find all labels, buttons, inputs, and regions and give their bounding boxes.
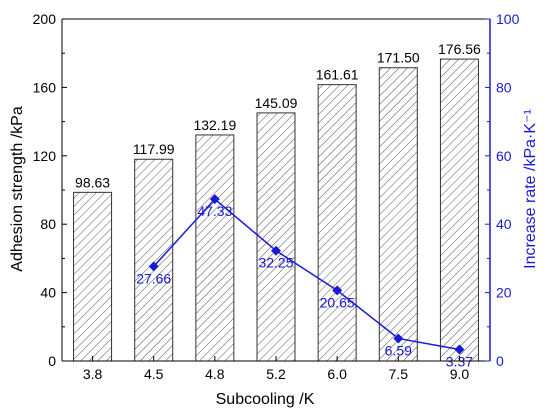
bar-label-3.8: 98.63	[75, 174, 110, 190]
bar-label-4.8: 132.19	[193, 117, 236, 133]
bar-label-7.5: 171.50	[377, 50, 420, 66]
x-tick-label-5.2: 5.2	[266, 366, 286, 382]
bar-label-9.0: 176.56	[438, 41, 481, 57]
bar-7.5	[378, 67, 418, 362]
bar-4.8	[195, 134, 235, 362]
x-tick-label-9.0: 9.0	[450, 366, 470, 382]
y-right-tick-label-20: 20	[496, 285, 512, 301]
y-left-tick-label-40: 40	[40, 285, 56, 301]
bar-label-6.0: 161.61	[316, 67, 359, 83]
bar-label-4.5: 117.99	[133, 141, 175, 157]
line-marker-7.5	[393, 333, 404, 344]
bar-4.5	[134, 158, 174, 362]
bar-9.0	[439, 58, 479, 362]
y-right-tick-label-60: 60	[496, 148, 512, 164]
x-tick-label-7.5: 7.5	[389, 366, 409, 382]
y-right-tick-label-0: 0	[496, 353, 504, 369]
x-tick-label-4.8: 4.8	[205, 366, 225, 382]
bar-label-5.2: 145.09	[255, 95, 298, 111]
line-marker-4.5	[148, 261, 159, 272]
y-left-tick-label-200: 200	[33, 11, 57, 27]
line-label-6.0: 20.65	[320, 294, 355, 310]
line-marker-4.8	[209, 194, 220, 205]
y-left-tick-label-160: 160	[33, 79, 57, 95]
y-right-tick-label-100: 100	[496, 11, 520, 27]
bar-3.8	[73, 191, 113, 362]
y-left-tick-label-0: 0	[48, 353, 56, 369]
line-label-4.8: 47.33	[197, 203, 232, 219]
bar-5.2	[256, 112, 296, 362]
x-tick-label-3.8: 3.8	[83, 366, 103, 382]
x-tick-label-6.0: 6.0	[327, 366, 347, 382]
line-marker-9.0	[454, 344, 465, 355]
plot-area: 98.63 117.99 132.19 145.09 161.61 171.50 176.5…	[73, 41, 481, 369]
line-label-4.5: 27.66	[136, 270, 171, 286]
x-axis-title: Subcooling /K	[216, 391, 315, 408]
axes: 0 40 80 120 160 200 0 20 40 60 80 100 3.8 4.5 4.8 5.2 6.…	[33, 11, 520, 382]
y-axis-right-title: Increase rate /kPa·K⁻¹	[522, 109, 539, 269]
line-marker-5.2	[271, 245, 281, 256]
y-right-tick-label-40: 40	[496, 216, 512, 232]
bar-6.0	[317, 84, 357, 362]
y-left-tick-label-120: 120	[33, 148, 57, 164]
line-label-5.2: 32.25	[258, 255, 293, 271]
increase-rate-line	[153, 198, 460, 351]
line-marker-6.0	[332, 285, 343, 296]
y-axis-left-title: Adhesion strength /kPa	[9, 106, 26, 272]
x-tick-label-4.5: 4.5	[144, 366, 164, 382]
line-label-7.5: 6.59	[385, 342, 412, 358]
y-right-tick-label-80: 80	[496, 79, 512, 95]
y-left-tick-label-80: 80	[40, 216, 56, 232]
